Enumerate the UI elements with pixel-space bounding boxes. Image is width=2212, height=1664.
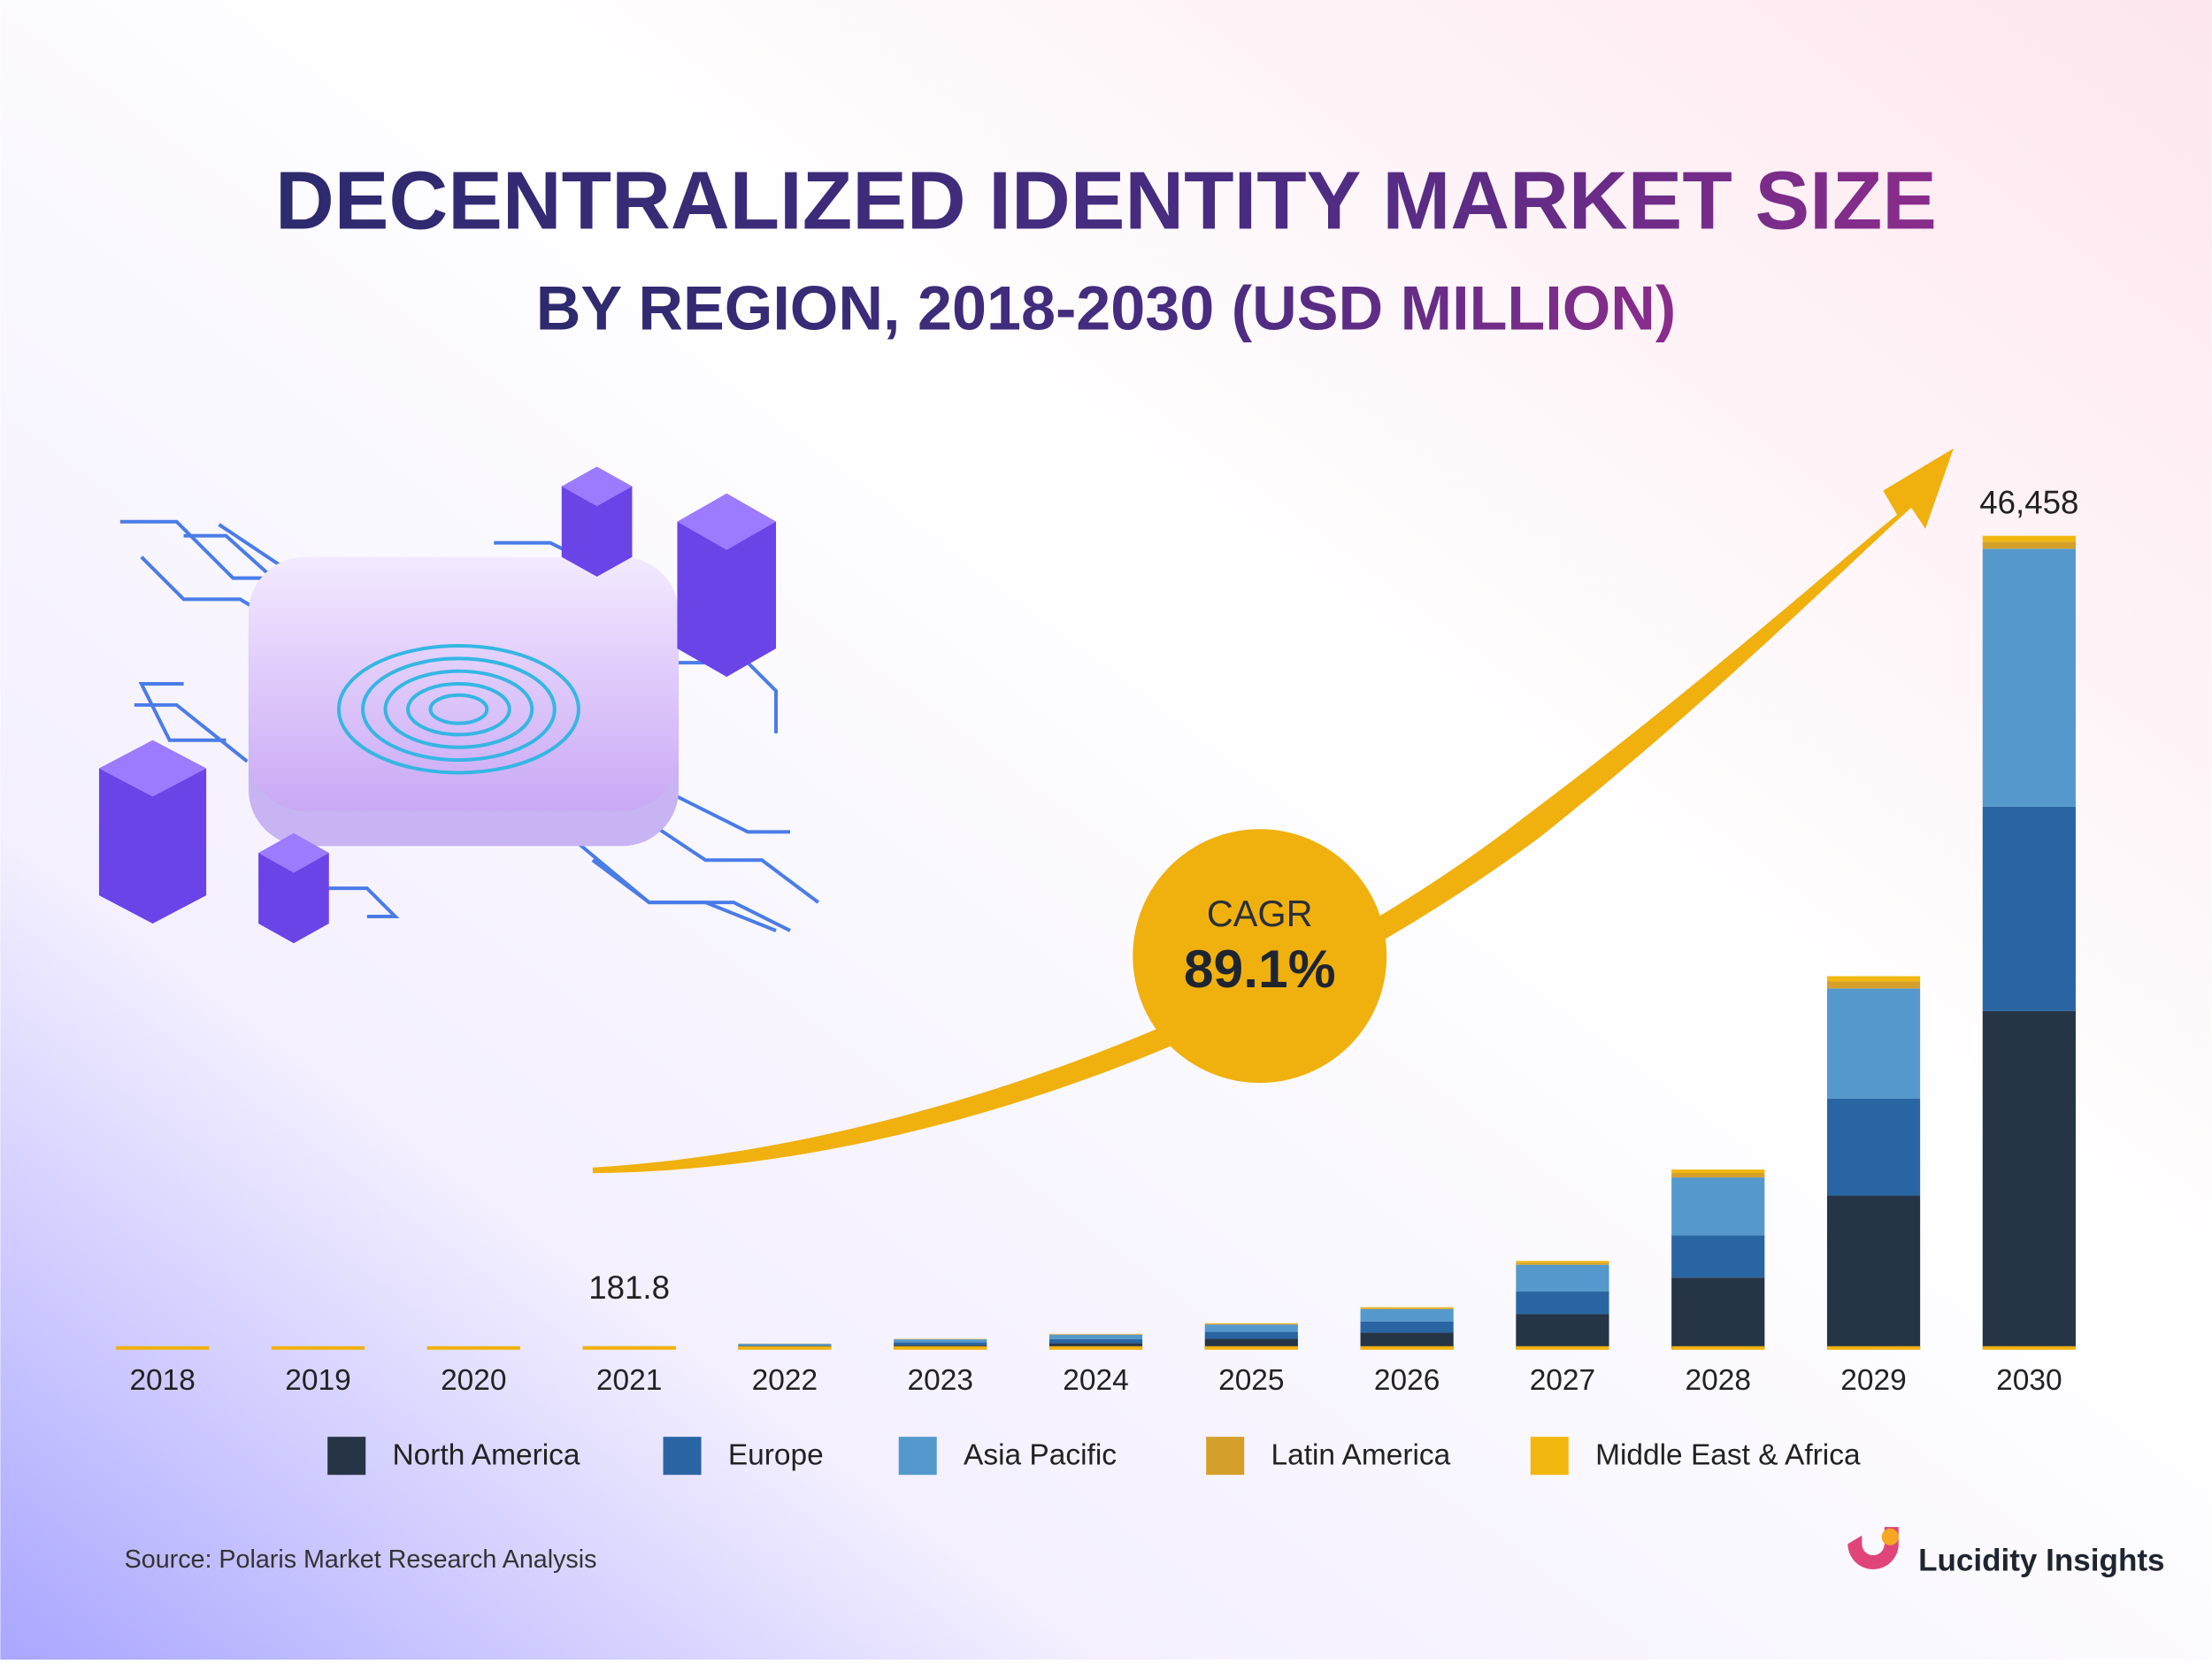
bar-segment	[1827, 1196, 1920, 1350]
legend-swatch	[327, 1437, 365, 1475]
x-tick-label: 2028	[1686, 1364, 1751, 1397]
x-tick-label: 2019	[285, 1364, 350, 1397]
legend-label: Asia Pacific	[964, 1438, 1117, 1471]
bar-segment	[894, 1342, 987, 1345]
bar-segment	[1983, 807, 2076, 1011]
cagr-label: CAGR	[1207, 893, 1313, 934]
bar-segment	[1361, 1309, 1454, 1322]
bar-segment	[1205, 1324, 1298, 1331]
bar-segment	[1827, 1099, 1920, 1196]
bar-segment	[1205, 1323, 1298, 1324]
legend-label: North America	[392, 1438, 580, 1471]
x-tick-label: 2021	[596, 1364, 662, 1397]
bar-segment	[1983, 536, 2076, 542]
legend: North America Europe Asia Pacific Latin Ame…	[327, 1437, 1861, 1475]
bar-segment	[1361, 1307, 1454, 1308]
bar-segment	[1827, 988, 1920, 1098]
legend-label: Middle East & Africa	[1595, 1438, 1861, 1471]
x-tick-label: 2018	[129, 1364, 195, 1397]
brand-name: Lucidity Insights	[1918, 1543, 2164, 1577]
chart-title: DECENTRALIZED IDENTITY MARKET SIZE	[275, 155, 1937, 247]
x-tick-label: 2025	[1218, 1364, 1284, 1397]
bar-segment	[738, 1344, 831, 1346]
cagr-value: 89.1%	[1184, 939, 1336, 999]
bar-segment	[1516, 1315, 1609, 1350]
bar-segment	[1516, 1265, 1609, 1292]
bar-segment	[1983, 541, 2076, 548]
bar-segment	[1205, 1332, 1298, 1339]
bar-segment	[1671, 1177, 1764, 1235]
bar-segment	[1671, 1235, 1764, 1277]
legend-swatch	[1206, 1437, 1244, 1475]
source: Source: Polaris Market Research Analysis	[125, 1545, 597, 1574]
legend-label: Europe	[728, 1438, 824, 1471]
x-tick-label: 2027	[1530, 1364, 1595, 1397]
bar-segment	[1205, 1323, 1298, 1324]
bar-segment	[1671, 1169, 1764, 1173]
chart-subtitle: BY REGION, 2018-2030 (USD MILLION)	[536, 273, 1677, 342]
bar-segment	[1049, 1339, 1142, 1344]
bar-segment	[1671, 1173, 1764, 1177]
bar-segment	[894, 1339, 987, 1342]
legend-swatch	[1531, 1437, 1569, 1475]
bar-segment	[1516, 1292, 1609, 1315]
x-tick-label: 2029	[1840, 1364, 1906, 1397]
total-label: 46,458	[1979, 484, 2078, 520]
bar-segment	[1361, 1322, 1454, 1333]
legend-swatch	[664, 1437, 702, 1475]
bar-segment	[1671, 1277, 1764, 1349]
bar-segment	[1516, 1262, 1609, 1264]
bar-segment	[1049, 1335, 1142, 1339]
x-tick-label: 2030	[1996, 1364, 2062, 1397]
bar-segment	[1361, 1308, 1454, 1309]
bar-segment	[1516, 1261, 1609, 1262]
legend-swatch	[899, 1437, 937, 1475]
x-tick-label: 2023	[907, 1364, 972, 1397]
x-tick-label: 2026	[1374, 1364, 1440, 1397]
x-tick-label: 2024	[1063, 1364, 1128, 1397]
x-tick-label: 2020	[441, 1364, 506, 1397]
x-tick-label: 2022	[752, 1364, 818, 1397]
total-label: 181.8	[588, 1269, 670, 1306]
bar-segment	[1827, 981, 1920, 988]
legend-label: Latin America	[1271, 1438, 1450, 1471]
bar-segment	[1827, 976, 1920, 981]
bar-segment	[1983, 1011, 2076, 1349]
bar-segment	[1983, 548, 2076, 807]
